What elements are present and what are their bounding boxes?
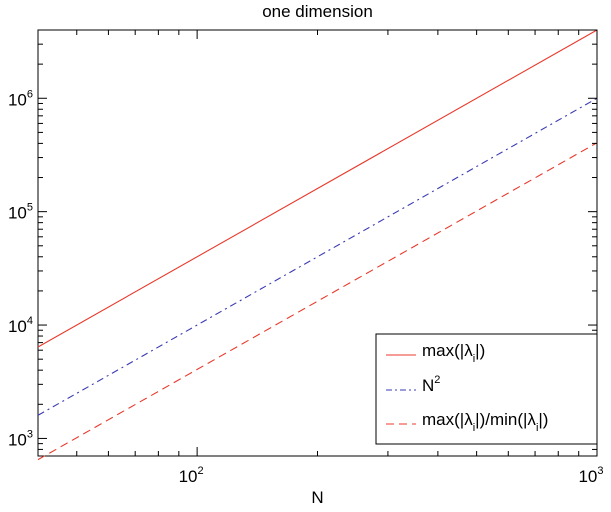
series-line-1 <box>37 29 598 348</box>
y-tick-label: 103 <box>8 428 33 449</box>
legend-box <box>375 333 598 445</box>
legend-label-3: max(|λi|)/min(|λi|) <box>422 410 548 434</box>
chart-title: one dimension <box>262 2 373 21</box>
y-tick-label: 105 <box>8 202 33 223</box>
y-tick-label: 106 <box>8 88 33 109</box>
series-line-3 <box>37 142 598 461</box>
series-line-2 <box>37 97 598 416</box>
y-tick-label: 104 <box>8 315 33 336</box>
series-layer <box>37 29 598 461</box>
legend: max(|λi|) N2 max(|λi|)/min(|λi|) <box>375 333 598 445</box>
x-axis-label: N <box>311 488 323 507</box>
legend-label-1: max(|λi|) <box>422 341 485 365</box>
x-tick-label: 102 <box>179 465 204 486</box>
legend-label-2: N2 <box>422 374 440 395</box>
x-tick-label: 103 <box>578 465 603 486</box>
tick-layer: 102 103 103 104 105 106 <box>8 29 604 486</box>
